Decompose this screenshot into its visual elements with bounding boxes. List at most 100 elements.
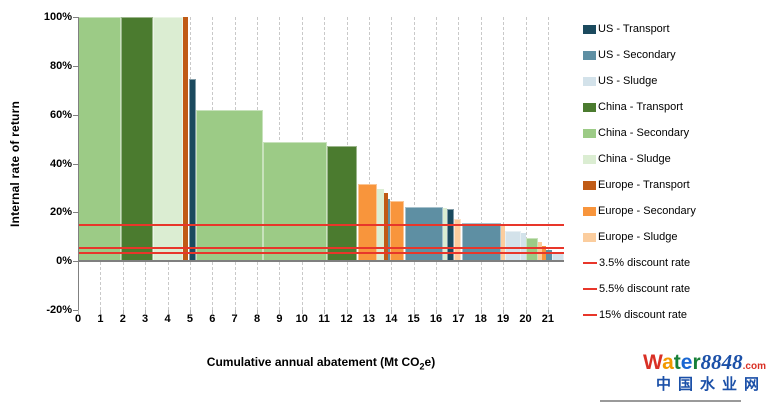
legend-label: Europe - Transport bbox=[598, 179, 690, 191]
x-gridline bbox=[391, 17, 393, 310]
discount-rate-line bbox=[78, 251, 564, 254]
legend-item: China - Sludge bbox=[583, 153, 773, 165]
x-tick-label: 7 bbox=[231, 313, 238, 325]
y-tick-label: 20% bbox=[49, 206, 72, 219]
x-tick-mark bbox=[145, 310, 147, 314]
bar-china-transport bbox=[326, 146, 358, 262]
bar-china-sludge bbox=[442, 207, 447, 262]
x-tick-label: 18 bbox=[474, 313, 487, 325]
watermark-letter: e bbox=[680, 351, 693, 374]
x-gridline bbox=[503, 17, 505, 310]
x-tick-mark bbox=[234, 310, 236, 314]
x-tick-mark bbox=[189, 310, 191, 314]
legend-label: 15% discount rate bbox=[599, 309, 688, 321]
bar-us-secondary bbox=[387, 198, 391, 262]
legend-label: 3.5% discount rate bbox=[599, 257, 691, 269]
x-gridline bbox=[413, 17, 415, 310]
x-gridline bbox=[525, 17, 527, 310]
x-tick-label: 13 bbox=[362, 313, 376, 325]
legend-line-swatch bbox=[583, 288, 597, 290]
x-tick-mark bbox=[480, 310, 482, 314]
x-tick-label: 14 bbox=[385, 313, 398, 325]
watermark-number: 8848 bbox=[700, 350, 743, 374]
x-tick-mark bbox=[413, 310, 415, 314]
legend-color-swatch bbox=[583, 154, 596, 164]
x-gridline bbox=[480, 17, 482, 310]
x-tick-mark bbox=[100, 310, 102, 314]
x-tick-label: 0 bbox=[74, 313, 82, 325]
x-tick-label: 15 bbox=[407, 313, 420, 325]
y-tick-label: 100% bbox=[43, 11, 72, 23]
legend-label: China - Transport bbox=[598, 101, 683, 113]
y-tick-mark bbox=[73, 65, 78, 67]
legend-label: US - Sludge bbox=[598, 75, 658, 87]
x-tick-label: 9 bbox=[276, 313, 283, 325]
watermark-letter: a bbox=[662, 351, 674, 374]
x-tick-label: 19 bbox=[496, 313, 510, 325]
watermark-wordmark: Water8848.com bbox=[596, 350, 766, 374]
x-axis-title-text: Cumulative annual abatement (Mt CO bbox=[206, 355, 420, 369]
x-tick-mark bbox=[212, 310, 214, 314]
y-tick-label: 0% bbox=[56, 255, 72, 268]
bar-us-secondary bbox=[461, 222, 502, 262]
bar-us-transport bbox=[188, 79, 197, 262]
x-tick-label: 6 bbox=[209, 313, 216, 325]
y-tick-label: 80% bbox=[49, 59, 72, 72]
legend-label: US - Transport bbox=[598, 23, 670, 35]
x-tick-mark bbox=[368, 310, 370, 314]
x-tick-mark bbox=[391, 310, 393, 314]
y-tick-mark bbox=[73, 114, 78, 116]
x-tick-mark bbox=[436, 310, 437, 314]
x-tick-mark bbox=[525, 310, 527, 314]
legend-label: Europe - Secondary bbox=[598, 205, 696, 217]
y-tick-mark bbox=[73, 212, 78, 214]
x-tick-label: 17 bbox=[452, 313, 465, 325]
discount-rate-line bbox=[78, 246, 564, 249]
bar-china-secondary bbox=[263, 141, 327, 262]
y-tick-label: -20% bbox=[46, 304, 72, 316]
watermark-water-word: Water bbox=[643, 351, 701, 374]
x-tick-label: 3 bbox=[142, 313, 149, 325]
zero-axis-line bbox=[78, 260, 564, 263]
x-tick-mark bbox=[167, 310, 169, 314]
y-tick-mark bbox=[73, 261, 78, 263]
x-tick-label: 10 bbox=[295, 313, 308, 325]
y-axis-line bbox=[78, 17, 79, 311]
x-tick-label: 2 bbox=[119, 313, 126, 325]
x-axis-title: Cumulative annual abatement (Mt CO2e) bbox=[78, 355, 564, 371]
watermark-letter: r bbox=[692, 351, 701, 374]
x-tick-mark bbox=[279, 310, 281, 314]
watermark-logo: Water8848.com 中国水业网 bbox=[596, 350, 766, 393]
x-tick-mark bbox=[324, 310, 326, 314]
x-axis-title-subscript: 2 bbox=[419, 361, 425, 372]
x-tick-label: 21 bbox=[541, 313, 555, 325]
watermark-underline bbox=[600, 400, 741, 402]
y-tick-mark bbox=[73, 310, 78, 311]
x-tick-label: 4 bbox=[164, 313, 171, 325]
x-gridline bbox=[436, 17, 437, 310]
legend-color-swatch bbox=[583, 232, 596, 242]
x-gridline bbox=[547, 17, 549, 310]
legend-item: 5.5% discount rate bbox=[583, 283, 773, 295]
y-tick-label: 60% bbox=[49, 108, 72, 121]
x-tick-mark bbox=[301, 310, 303, 314]
bar-europe-sludge bbox=[537, 241, 542, 262]
bar-europe-sludge bbox=[501, 226, 505, 262]
legend-item: Europe - Sludge bbox=[583, 231, 773, 243]
x-gridline bbox=[458, 17, 460, 310]
y-tick-mark bbox=[73, 163, 78, 165]
legend-color-swatch bbox=[583, 76, 596, 86]
legend-item: 3.5% discount rate bbox=[583, 257, 773, 269]
x-axis-title-suffix: e) bbox=[424, 355, 436, 369]
discount-rate-line bbox=[78, 223, 564, 226]
legend-color-swatch bbox=[583, 128, 596, 138]
legend-label: China - Sludge bbox=[598, 153, 671, 165]
legend-item: Europe - Secondary bbox=[583, 205, 773, 217]
x-tick-label: 16 bbox=[429, 313, 443, 325]
x-tick-label: 8 bbox=[253, 313, 261, 325]
x-tick-mark bbox=[346, 310, 348, 314]
legend-item: US - Sludge bbox=[583, 75, 773, 87]
plot-area bbox=[78, 17, 564, 310]
x-tick-mark bbox=[547, 310, 549, 314]
